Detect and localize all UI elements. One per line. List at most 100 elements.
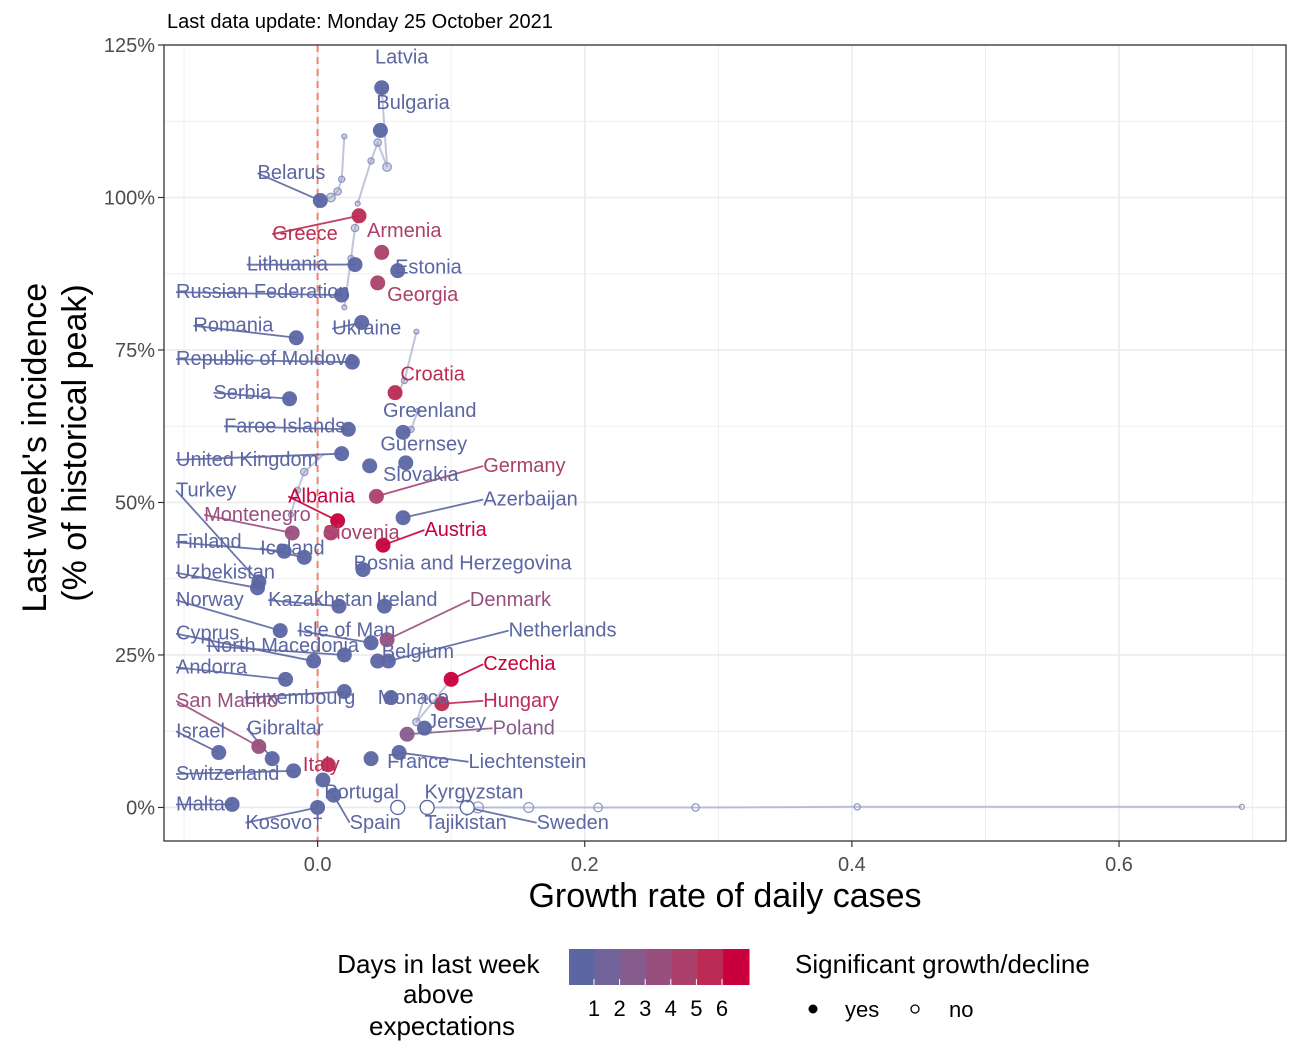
data-point bbox=[374, 80, 390, 96]
label-connector bbox=[203, 513, 293, 534]
label-connector bbox=[388, 629, 509, 662]
label-connector bbox=[272, 214, 360, 236]
country-label: Kyrgyzstan bbox=[424, 781, 523, 803]
label-connector bbox=[257, 172, 321, 202]
data-point bbox=[315, 772, 331, 788]
label-connector bbox=[175, 700, 260, 748]
data-point bbox=[323, 525, 339, 541]
data-point bbox=[434, 696, 450, 712]
data-point bbox=[372, 122, 388, 138]
label-connector bbox=[175, 632, 314, 662]
legend-color-title-line-1: Days in last week bbox=[337, 949, 540, 979]
country-label: Monaco bbox=[378, 687, 449, 709]
legend-shape-title: Significant growth/decline bbox=[795, 949, 1090, 979]
data-point bbox=[387, 385, 403, 401]
country-label: Greece bbox=[272, 223, 338, 245]
trail-point bbox=[354, 200, 361, 207]
trail-point bbox=[337, 175, 346, 183]
trail-point bbox=[413, 328, 420, 335]
country-label: Germany bbox=[483, 455, 565, 477]
data-point bbox=[336, 647, 352, 663]
legend-color-bar bbox=[569, 949, 750, 985]
data-point bbox=[363, 635, 379, 651]
data-point bbox=[363, 751, 379, 767]
y-tick-label: 25% bbox=[115, 645, 155, 667]
data-point bbox=[354, 315, 370, 331]
data-point bbox=[310, 799, 326, 815]
y-axis-title: Last week's incidence (% of historical p… bbox=[16, 273, 94, 612]
trail-point bbox=[593, 802, 604, 813]
country-label: Hungary bbox=[483, 690, 559, 712]
country-label: San Marino bbox=[176, 690, 278, 712]
data-point bbox=[334, 287, 350, 303]
data-point bbox=[211, 745, 227, 761]
country-label: Finland bbox=[176, 531, 242, 553]
trail-point bbox=[420, 693, 429, 702]
legend-no-circle-icon bbox=[910, 1004, 920, 1014]
label-connector bbox=[245, 806, 318, 824]
x-axis-title: Growth rate of daily cases bbox=[528, 877, 921, 915]
data-point bbox=[443, 671, 459, 687]
trail-point bbox=[400, 376, 409, 385]
trail-point bbox=[287, 511, 294, 518]
data-point bbox=[370, 275, 386, 291]
label-connectors bbox=[175, 172, 537, 824]
legend-color-swatch bbox=[697, 949, 724, 985]
trail-point bbox=[853, 803, 861, 811]
data-point bbox=[395, 424, 411, 440]
country-label: Romania bbox=[193, 315, 274, 337]
x-tick-label: 0.0 bbox=[304, 854, 332, 876]
label-connector bbox=[175, 452, 342, 461]
country-label: Malta bbox=[176, 794, 226, 816]
data-point bbox=[390, 263, 406, 279]
label-connector bbox=[175, 769, 294, 775]
y-tick-label: 75% bbox=[115, 340, 155, 362]
country-label: Kazakhstan bbox=[268, 589, 373, 611]
data-point bbox=[376, 598, 392, 614]
y-axis-title-line-1: Last week's incidence bbox=[16, 283, 54, 613]
legend-yes-label: yes bbox=[845, 997, 879, 1022]
country-label: Portugal bbox=[324, 781, 399, 803]
data-point bbox=[224, 796, 240, 812]
y-tick-label: 0% bbox=[126, 797, 155, 819]
trail-line bbox=[356, 87, 389, 204]
data-point bbox=[284, 525, 300, 541]
data-point bbox=[370, 653, 386, 669]
country-label: Turkey bbox=[176, 479, 236, 501]
country-label: Iceland bbox=[260, 537, 325, 559]
country-label: Croatia bbox=[400, 363, 465, 385]
country-labels: Latvia Bulgaria Belarus Greece Armenia Lithua… bbox=[176, 46, 616, 834]
country-label: Switzerland bbox=[176, 763, 279, 785]
country-label: Georgia bbox=[387, 284, 459, 306]
legend-color-swatch bbox=[646, 949, 673, 985]
trail-line bbox=[289, 452, 325, 515]
country-label: Tajikistan bbox=[424, 812, 506, 834]
x-tick-label: 0.2 bbox=[571, 854, 599, 876]
country-label: Spain bbox=[350, 812, 401, 834]
trail-line bbox=[415, 678, 452, 723]
label-connector bbox=[376, 465, 484, 498]
country-label: Belgium bbox=[382, 641, 454, 663]
country-label: Liechtenstein bbox=[469, 751, 587, 773]
country-label: Sweden bbox=[537, 812, 609, 834]
trail-point bbox=[350, 223, 360, 233]
data-point bbox=[355, 562, 371, 578]
legend-color-swatch bbox=[671, 949, 699, 985]
data-point bbox=[351, 208, 367, 224]
country-label: Russian Federation bbox=[176, 281, 349, 303]
trail-point bbox=[326, 192, 336, 203]
label-connector bbox=[176, 291, 342, 296]
trail-point bbox=[333, 187, 342, 196]
country-label: Albania bbox=[288, 485, 356, 507]
data-point bbox=[264, 751, 280, 767]
country-label: Greenland bbox=[383, 400, 476, 422]
country-label: Bulgaria bbox=[376, 92, 450, 114]
trail-line bbox=[427, 805, 1242, 809]
country-label: Azerbaijan bbox=[483, 489, 578, 511]
legend-color-swatch bbox=[569, 949, 596, 985]
legend-color-label: 3 bbox=[639, 996, 651, 1021]
data-point bbox=[282, 391, 298, 407]
data-point bbox=[380, 653, 396, 669]
